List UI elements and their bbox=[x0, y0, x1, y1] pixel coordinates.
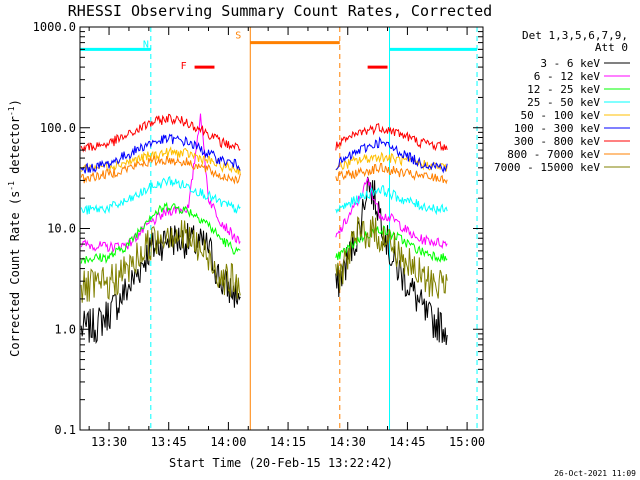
x-tick-label-1: 13:30 bbox=[91, 435, 127, 449]
y-tick-label-5: 1000.0 bbox=[33, 20, 76, 34]
y-axis-label-sup2: -1 bbox=[7, 106, 16, 116]
y-tick-label-4: 100.0 bbox=[40, 121, 76, 135]
x-axis: 13:30 13:45 14:00 14:15 14:30 14:45 15:00 bbox=[88, 27, 485, 449]
flare-bar-label: F bbox=[181, 61, 187, 72]
series-line-7 bbox=[80, 113, 448, 153]
saa-bar-label: S bbox=[235, 31, 241, 42]
y-axis-label-mid: detector bbox=[8, 116, 22, 181]
night-bar-label: N bbox=[143, 39, 149, 50]
y-axis-label-sup1: -1 bbox=[7, 181, 16, 191]
legend-label-6: 100 - 300 keV bbox=[514, 122, 600, 135]
y-axis-label: Corrected Count Rate (s-1 detector-1) bbox=[7, 99, 22, 357]
y-axis: 0.1 1.0 10.0 100.0 1000.0 bbox=[33, 20, 483, 437]
footer-date: 26-Oct-2021 11:09 bbox=[554, 469, 636, 478]
series-line-9 bbox=[80, 216, 448, 303]
x-tick-label-5: 14:30 bbox=[330, 435, 366, 449]
x-tick-label-3: 14:00 bbox=[210, 435, 246, 449]
y-tick-label-2: 1.0 bbox=[54, 322, 76, 336]
series-line-2 bbox=[80, 113, 448, 254]
legend-label-7: 300 - 800 keV bbox=[514, 135, 600, 148]
x-tick-label-7: 15:00 bbox=[449, 435, 485, 449]
series-line-3 bbox=[80, 201, 448, 264]
x-tick-label-6: 14:45 bbox=[389, 435, 425, 449]
series-layer bbox=[80, 113, 448, 346]
y-tick-label-1: 0.1 bbox=[54, 423, 76, 437]
x-tick-label-4: 14:15 bbox=[270, 435, 306, 449]
y-axis-label-main: Corrected Count Rate (s bbox=[8, 191, 22, 357]
legend-label-3: 12 - 25 keV bbox=[527, 83, 600, 96]
y-tick-label-3: 10.0 bbox=[47, 222, 76, 236]
annotation-layer: N F S bbox=[79, 27, 478, 430]
legend-label-1: 3 - 6 keV bbox=[540, 57, 600, 70]
legend-label-8: 800 - 7000 keV bbox=[507, 148, 600, 161]
x-axis-label: Start Time (20-Feb-15 13:22:42) bbox=[169, 456, 393, 470]
legend-header-2: Att 0 bbox=[595, 41, 628, 54]
legend-header-1: Det 1,3,5,6,7,9, bbox=[522, 29, 628, 42]
legend-label-2: 6 - 12 keV bbox=[534, 70, 601, 83]
y-axis-label-end: ) bbox=[8, 99, 22, 106]
series-line-8 bbox=[80, 155, 448, 185]
series-line-6 bbox=[80, 133, 448, 174]
legend-label-4: 25 - 50 keV bbox=[527, 96, 600, 109]
series-line-4 bbox=[80, 175, 448, 216]
legend-label-9: 7000 - 15000 keV bbox=[494, 161, 600, 174]
chart-title: RHESSI Observing Summary Count Rates, Co… bbox=[68, 2, 492, 20]
x-tick-label-2: 13:45 bbox=[151, 435, 187, 449]
legend-label-5: 50 - 100 keV bbox=[521, 109, 601, 122]
